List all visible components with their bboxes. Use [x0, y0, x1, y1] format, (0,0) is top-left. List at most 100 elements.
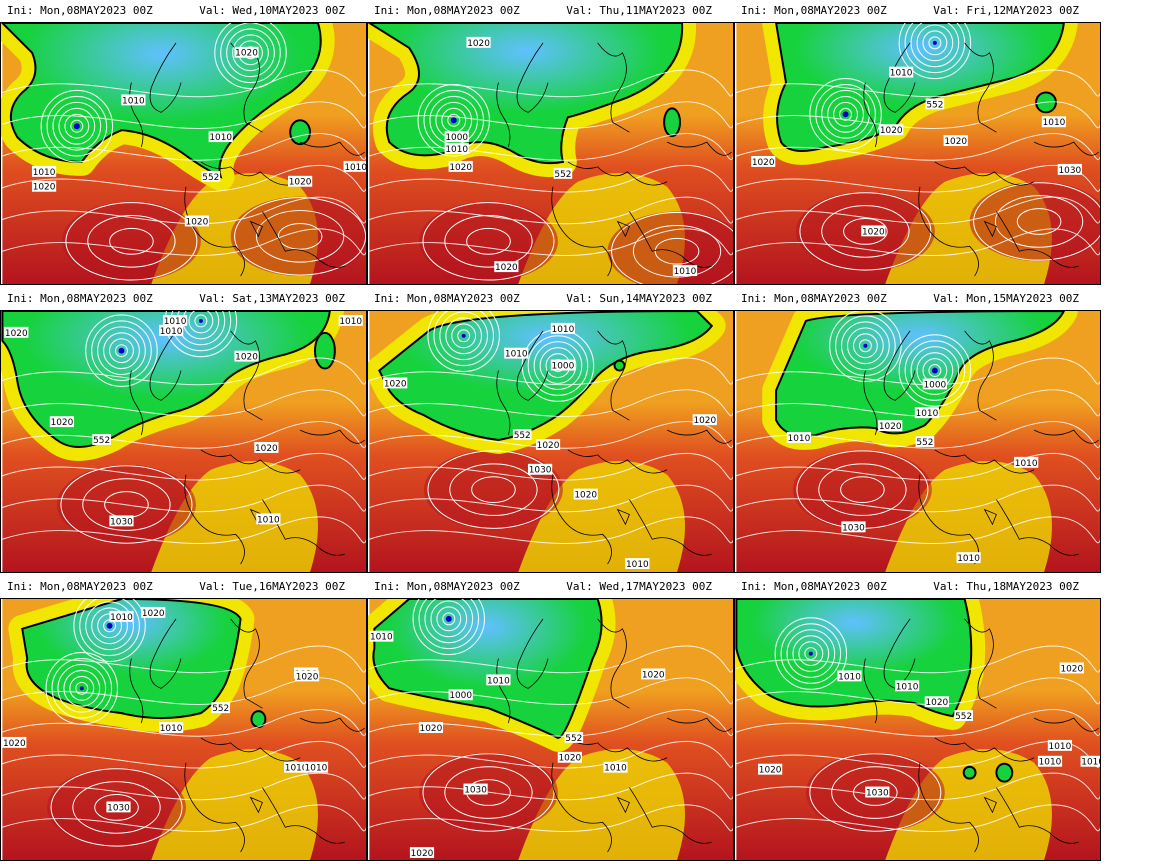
isobar — [736, 357, 1100, 386]
isobar — [786, 629, 836, 678]
coastline — [200, 449, 301, 474]
isobar — [2, 516, 366, 544]
isobar — [91, 320, 152, 382]
isobar-label-box — [234, 46, 259, 58]
isobar — [736, 101, 1100, 129]
init-time-label: Ini: Mon,08MAY2023 00Z — [7, 292, 153, 305]
coastline — [567, 161, 668, 186]
isobar — [70, 119, 84, 133]
isobar — [103, 332, 140, 370]
isobar — [369, 740, 733, 769]
isobar-label-box — [564, 731, 584, 743]
isobar-label-box — [889, 66, 914, 78]
coastline — [934, 449, 1035, 474]
coastline — [996, 499, 1079, 556]
isobar — [922, 30, 948, 56]
panel-header: Ini: Mon,08MAY2023 00Z Val: Sun,14MAY2023… — [367, 288, 734, 310]
isobar — [829, 311, 902, 382]
valid-time-label: Val: Fri,12MAY2023 00Z — [933, 4, 1079, 17]
isobar — [736, 133, 1100, 161]
coastline — [567, 449, 668, 474]
coastline — [184, 186, 245, 277]
isobar — [2, 389, 366, 417]
isobar — [2, 101, 366, 129]
isobar — [369, 772, 733, 801]
isobar-label-box — [288, 175, 313, 187]
panel-header: Ini: Mon,08MAY2023 00Z Val: Thu,11MAY2023… — [367, 0, 734, 22]
valid-time-label: Val: Tue,16MAY2023 00Z — [199, 580, 345, 593]
map-canvas: 1000 1010 1020 1010 552 1010 1030 1010 — [736, 311, 1100, 572]
isobar-label-box — [878, 420, 903, 432]
isobar — [780, 623, 842, 684]
isobar-label-box — [894, 680, 920, 692]
coastline — [863, 658, 878, 724]
forecast-panel: Ini: Mon,08MAY2023 00Z Val: Wed,17MAY2023… — [367, 576, 734, 864]
isobar-label: 1020 — [296, 672, 319, 682]
isobar-label: 1010 — [604, 764, 627, 774]
coastline — [516, 618, 549, 689]
isobar-label-box — [786, 432, 812, 443]
isobar-label-box — [31, 165, 57, 177]
isobar-label: 1020 — [537, 441, 560, 451]
isobar — [418, 599, 480, 650]
isobar-label: 1000 — [445, 133, 468, 143]
forecast-map: 1010 1010 1000 1020 552 1020 1030 1020 1020 1010 — [367, 310, 734, 573]
isobar — [632, 224, 722, 278]
isobar-label-box — [4, 326, 29, 338]
isobar-label: 1000 — [449, 691, 472, 701]
isobar — [369, 804, 733, 832]
coastline — [1033, 429, 1099, 444]
map-canvas: 1010 1010 1000 1020 552 1020 1030 1020 1020 1010 — [368, 311, 733, 572]
low-pressure-center — [863, 343, 868, 348]
isobar-label: 1020 — [3, 739, 26, 749]
init-time-label: Ini: Mon,08MAY2023 00Z — [741, 4, 887, 17]
low-pressure-center — [450, 117, 457, 124]
valid-time-label: Val: Sat,13MAY2023 00Z — [199, 292, 345, 305]
isobar — [2, 421, 366, 449]
high-pressure-core — [419, 201, 558, 282]
isobar-label: 1030 — [110, 517, 133, 527]
isobar-label-box — [284, 761, 309, 773]
isobar — [232, 34, 269, 72]
coastline — [299, 429, 365, 444]
coastline — [262, 211, 345, 268]
isobar-label-box — [49, 416, 75, 428]
panel-header: Ini: Mon,08MAY2023 00Z Val: Wed,17MAY2023… — [367, 576, 734, 598]
isobar-label: 1010 — [1039, 758, 1062, 768]
isobar-label-box — [943, 135, 968, 147]
isobar-label-box — [2, 736, 27, 748]
isobar-label-box — [448, 689, 473, 701]
coastline — [616, 508, 630, 526]
low-pressure-center — [79, 686, 84, 691]
valid-time-label: Val: Wed,10MAY2023 00Z — [199, 4, 345, 17]
isobar-label: 1010 — [674, 267, 697, 277]
isobar-label-box — [841, 521, 866, 533]
map-canvas: 1010 1010 1020 1020 552 1010 1020 1030 1010 1010 — [735, 599, 1100, 860]
isobar — [736, 645, 1100, 674]
isobar — [833, 101, 859, 127]
isobar-label: 1010 — [33, 168, 56, 178]
isobar-label-box — [466, 36, 491, 48]
isobar — [815, 83, 876, 145]
isobar-label: 1030 — [866, 788, 889, 798]
contour-552-trough — [378, 311, 714, 442]
coastline — [230, 330, 263, 421]
isobar — [654, 237, 700, 265]
init-time-label: Ini: Mon,08MAY2023 00Z — [374, 4, 520, 17]
isobar-label-box — [512, 429, 532, 441]
forecast-panel: Ini: Mon,08MAY2023 00Z Val: Tue,16MAY2023… — [0, 576, 367, 864]
isobar — [85, 314, 158, 387]
isobar — [853, 779, 898, 806]
isobar — [69, 675, 95, 701]
isobar — [109, 338, 134, 364]
isobar — [445, 317, 483, 355]
isobar-label-box — [256, 513, 281, 525]
isobar — [87, 215, 176, 268]
isobar-label-box — [444, 143, 469, 154]
isobar-label-box — [303, 761, 329, 773]
isobar-label-box — [494, 261, 519, 273]
isobar-label-box — [915, 436, 935, 447]
isobar — [858, 339, 872, 353]
isobar-label: 552 — [554, 170, 571, 180]
isobar-label-box — [1059, 662, 1084, 674]
